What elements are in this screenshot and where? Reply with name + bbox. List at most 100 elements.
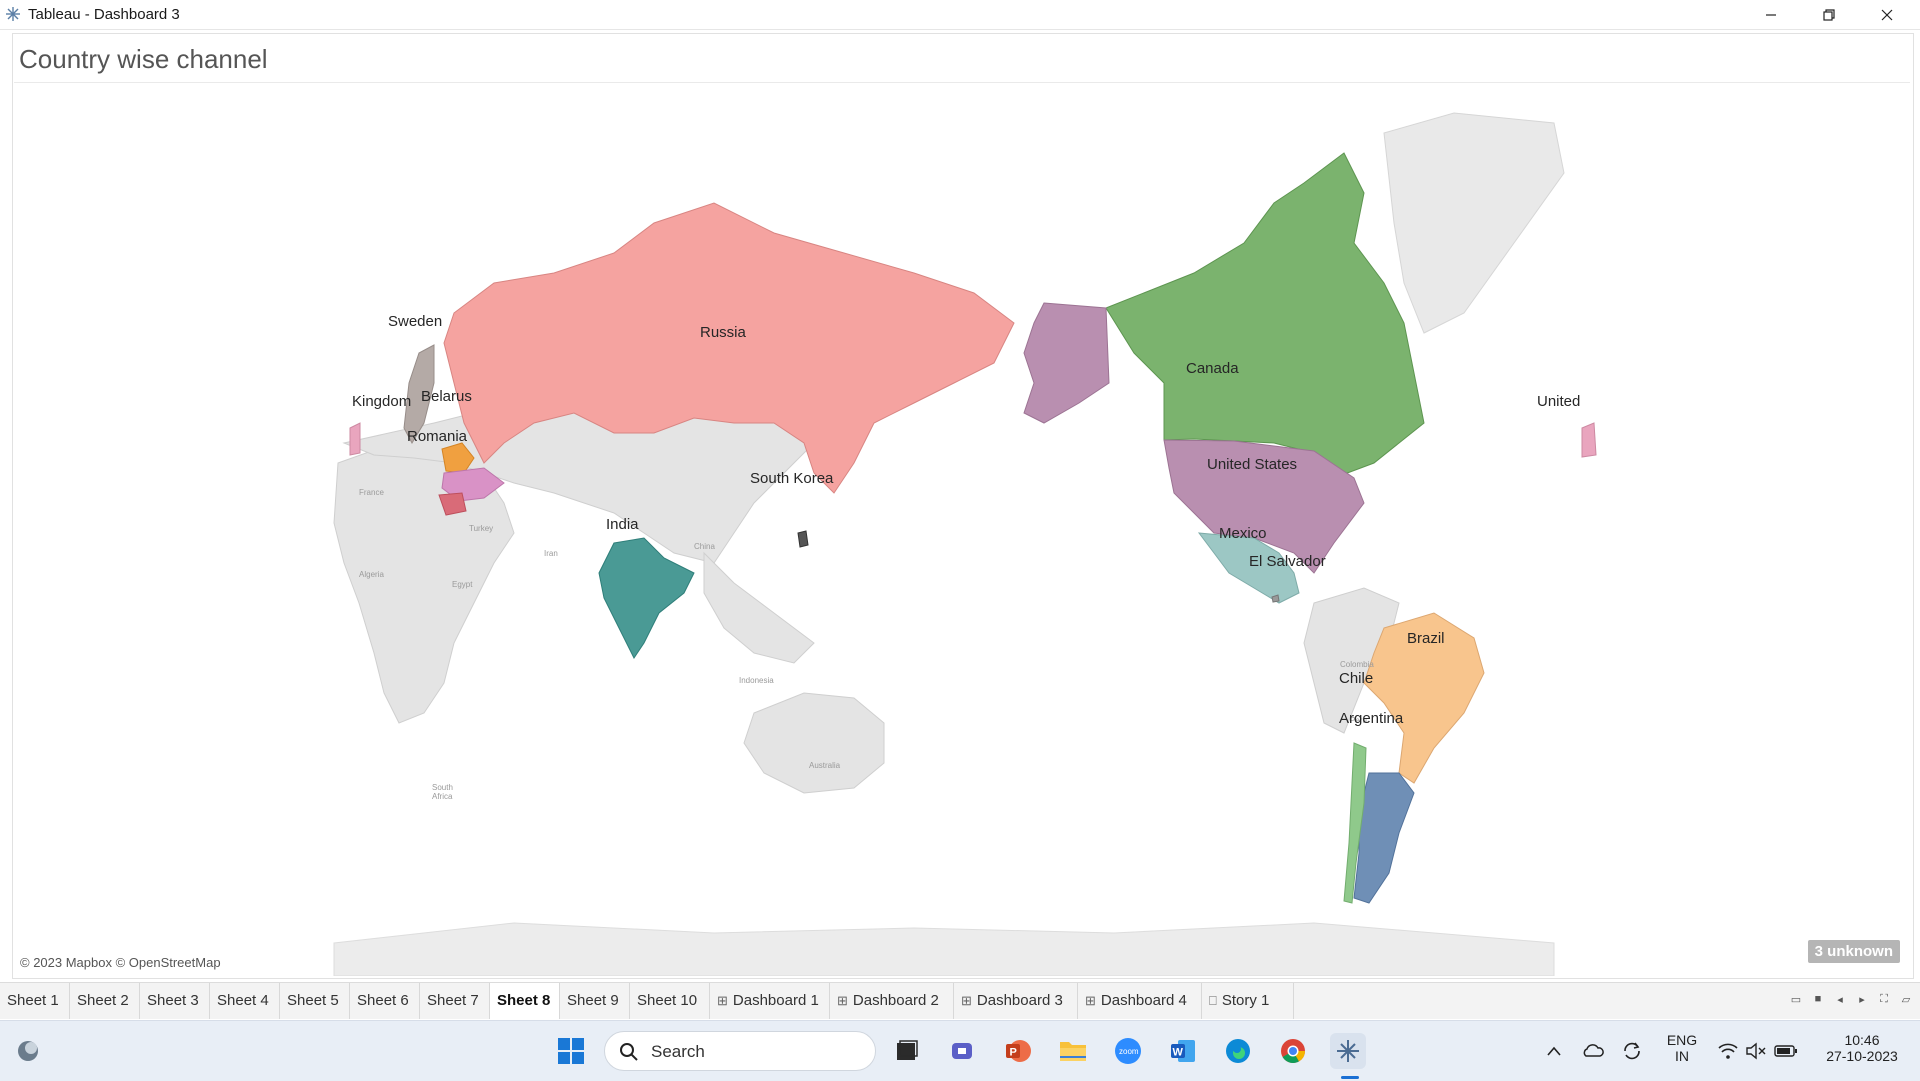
country-belarus[interactable]	[441, 442, 475, 474]
tab-label: Dashboard 2	[852, 992, 939, 1009]
taskbar-search[interactable]: Search	[604, 1031, 876, 1071]
tab-sheet-1[interactable]: Sheet 1	[0, 983, 70, 1019]
speaker-muted-glyph	[1746, 1042, 1766, 1060]
zoom-glyph: zoom	[1115, 1038, 1141, 1064]
scroll-right-icon[interactable]: ▸	[1859, 993, 1865, 1006]
country-alaska[interactable]	[1023, 302, 1110, 424]
close-button[interactable]	[1858, 0, 1916, 29]
tab-label: Dashboard 1	[732, 992, 819, 1009]
onedrive-icon[interactable]	[1575, 1033, 1611, 1069]
start-icon[interactable]	[553, 1033, 589, 1069]
country-ukraine-area[interactable]	[441, 467, 505, 502]
tab-story-1[interactable]: ⎕ Story 1	[1202, 983, 1294, 1019]
country-india[interactable]	[598, 537, 695, 659]
tab-dashboard-4[interactable]: ⊞ Dashboard 4	[1078, 983, 1202, 1019]
tab-dashboard-2[interactable]: ⊞ Dashboard 2	[830, 983, 954, 1019]
label-iran: Iran	[544, 549, 558, 558]
tab-sheet-3[interactable]: Sheet 3	[140, 983, 210, 1019]
unknown-badge[interactable]: 3 unknown	[1807, 940, 1900, 963]
show-tabs-icon[interactable]: ■	[1814, 993, 1822, 1005]
country-united-states[interactable]	[1163, 439, 1365, 574]
language-primary: ENG	[1666, 1032, 1698, 1048]
powerpoint-icon[interactable]: P	[1000, 1033, 1036, 1069]
tableau-app-icon	[6, 7, 20, 21]
map-view[interactable]: France Turkey Iran China Algeria Egypt I…	[14, 82, 1910, 976]
label-romania: Romania	[407, 428, 468, 445]
show-hidden-icons[interactable]	[1536, 1033, 1572, 1069]
country-south-korea[interactable]	[797, 530, 809, 548]
country-russia[interactable]	[443, 202, 1015, 494]
word-glyph: W	[1171, 1040, 1195, 1062]
dashboard-tab-icon: ⊞	[717, 993, 728, 1008]
tab-sheet-7[interactable]: Sheet 7	[420, 983, 490, 1019]
dashboard-tab-icon: ⊞	[837, 993, 848, 1008]
tab-label: Sheet 9	[567, 992, 619, 1009]
show-filmstrip-icon[interactable]: ▭	[1790, 993, 1802, 1006]
country-united-kingdom-left[interactable]	[349, 422, 361, 456]
teams-icon[interactable]	[945, 1033, 981, 1069]
country-united-kingdom-right[interactable]	[1581, 422, 1597, 458]
battery-icon[interactable]	[1768, 1033, 1804, 1069]
tab-sheet-4[interactable]: Sheet 4	[210, 983, 280, 1019]
weather-glyph	[18, 1041, 38, 1061]
fit-icon[interactable]: ⛶	[1880, 992, 1888, 1005]
label-france: France	[359, 488, 384, 497]
language-indicator[interactable]: ENG IN	[1665, 1032, 1699, 1064]
file-explorer-icon[interactable]	[1055, 1033, 1091, 1069]
country-brazil[interactable]	[1363, 612, 1485, 784]
weather-icon[interactable]	[10, 1033, 46, 1069]
present-icon[interactable]: ▱	[1901, 993, 1911, 1006]
windows-logo	[558, 1038, 584, 1064]
country-canada[interactable]	[1105, 152, 1425, 479]
word-icon[interactable]: W	[1165, 1033, 1201, 1069]
label-kingdom: Kingdom	[352, 393, 411, 410]
minimize-button[interactable]	[1742, 0, 1800, 29]
sync-icon[interactable]	[1614, 1033, 1650, 1069]
label-india: India	[606, 516, 639, 533]
chrome-icon[interactable]	[1275, 1033, 1311, 1069]
tab-sheet-10[interactable]: Sheet 10	[630, 983, 710, 1019]
tab-dashboard-3[interactable]: ⊞ Dashboard 3	[954, 983, 1078, 1019]
dashboard-container: Country wise channel	[12, 33, 1914, 979]
country-chile[interactable]	[1343, 742, 1367, 904]
volume-muted-icon[interactable]	[1738, 1033, 1774, 1069]
world-map[interactable]: France Turkey Iran China Algeria Egypt I…	[14, 83, 1910, 976]
tab-label: Sheet 4	[217, 992, 269, 1009]
label-china: China	[694, 542, 715, 551]
tab-dashboard-1[interactable]: ⊞ Dashboard 1	[710, 983, 830, 1019]
tab-sheet-2[interactable]: Sheet 2	[70, 983, 140, 1019]
tab-sheet-9[interactable]: Sheet 9	[560, 983, 630, 1019]
dashboard-tab-icon: ⊞	[1085, 993, 1096, 1008]
tab-label: Sheet 8	[497, 992, 551, 1009]
tab-sheet-6[interactable]: Sheet 6	[350, 983, 420, 1019]
dashboard-title: Country wise channel	[19, 44, 268, 74]
close-icon	[1881, 9, 1893, 20]
country-mexico[interactable]	[1197, 532, 1300, 604]
clock[interactable]: 10:46 27-10-2023	[1812, 1032, 1912, 1064]
label-chile: Chile	[1339, 670, 1373, 687]
label-algeria: Algeria	[359, 570, 384, 579]
zoom-icon[interactable]: zoom	[1110, 1033, 1146, 1069]
sheet-tab-bar: Sheet 1 Sheet 2 Sheet 3 Sheet 4 Sheet 5 Sheet…	[0, 982, 1920, 1019]
battery-glyph	[1774, 1045, 1797, 1057]
country-sweden[interactable]	[403, 344, 435, 445]
map-attribution: © 2023 Mapbox © OpenStreetMap	[20, 955, 221, 970]
task-view-icon[interactable]	[889, 1033, 925, 1069]
country-romania[interactable]	[438, 492, 467, 516]
restore-button[interactable]	[1800, 0, 1858, 29]
label-belarus: Belarus	[421, 388, 472, 405]
wifi-icon[interactable]	[1710, 1033, 1746, 1069]
scroll-left-icon[interactable]: ◂	[1837, 993, 1843, 1006]
chevron-up-icon	[1547, 1046, 1561, 1056]
tab-sheet-8[interactable]: Sheet 8	[490, 983, 560, 1019]
edge-icon[interactable]	[1220, 1033, 1256, 1069]
tab-sheet-5[interactable]: Sheet 5	[280, 983, 350, 1019]
dashboard-tab-icon: ⊞	[961, 993, 972, 1008]
tab-label: Sheet 6	[357, 992, 409, 1009]
southeast-asia-base	[703, 551, 815, 664]
label-canada: Canada	[1186, 360, 1239, 377]
country-el-salvador[interactable]	[1271, 594, 1280, 603]
tableau-taskbar-icon[interactable]	[1330, 1033, 1366, 1069]
tab-label: Sheet 10	[637, 992, 698, 1009]
tab-label: Sheet 3	[147, 992, 199, 1009]
